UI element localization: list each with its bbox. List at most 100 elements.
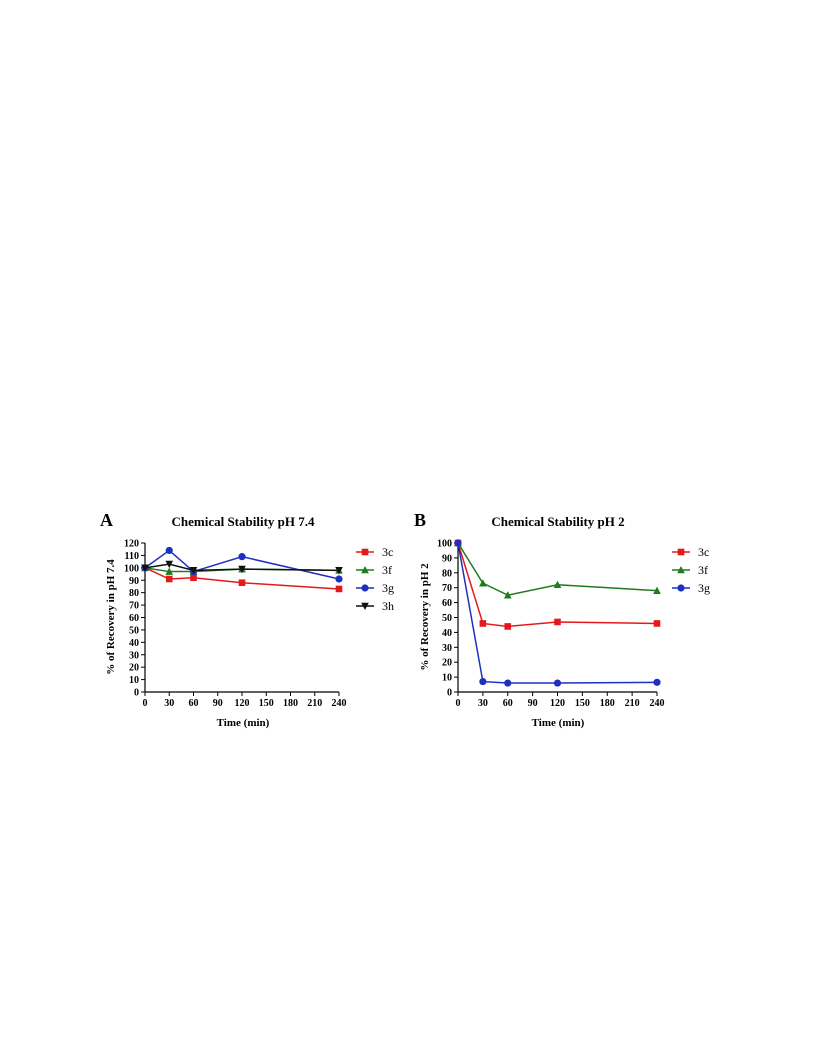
y-tick-label: 50 <box>442 613 452 624</box>
data-point <box>189 567 198 575</box>
data-point <box>504 623 512 630</box>
data-point <box>238 565 246 574</box>
y-tick-label: 10 <box>129 675 139 686</box>
y-tick-label: 20 <box>129 663 139 674</box>
x-tick-label: 180 <box>600 698 615 709</box>
legend-entry: 3g <box>356 581 394 595</box>
x-tick-label: 240 <box>332 698 347 709</box>
y-axis-label: % of Recovery in pH 2 <box>419 563 431 671</box>
legend-entry: 3h <box>356 599 394 613</box>
y-tick-label: 0 <box>134 688 139 699</box>
legend-label: 3h <box>382 599 394 613</box>
x-tick-label: 60 <box>189 698 199 709</box>
y-tick-label: 100 <box>437 539 452 550</box>
panel-letter: B <box>414 510 426 530</box>
y-tick-label: 10 <box>442 673 452 684</box>
data-point <box>141 564 149 572</box>
data-point <box>165 575 173 583</box>
data-point <box>553 580 562 589</box>
panel-letter: A <box>100 510 113 530</box>
legend-entry: 3c <box>356 545 393 559</box>
x-tick-label: 210 <box>307 698 322 709</box>
x-tick-label: 0 <box>143 698 148 709</box>
legend-marker <box>361 602 369 610</box>
x-tick-label: 180 <box>283 698 298 709</box>
x-tick-label: 240 <box>650 698 665 709</box>
legend-label: 3c <box>382 545 393 559</box>
y-tick-label: 40 <box>442 628 452 639</box>
legend-marker <box>361 548 369 556</box>
y-tick-label: 40 <box>129 638 139 649</box>
y-axis-label: % of Recovery in pH 7.4 <box>105 559 117 675</box>
data-point <box>165 567 174 575</box>
y-tick-label: 90 <box>129 576 139 587</box>
data-point <box>479 677 487 686</box>
x-tick-label: 150 <box>575 698 590 709</box>
legend-marker <box>677 548 685 556</box>
legend-marker <box>677 584 685 592</box>
y-tick-label: 0 <box>447 688 452 699</box>
x-axis-label: Time (min) <box>217 717 270 729</box>
x-axis-label: Time (min) <box>532 717 585 729</box>
legend-label: 3g <box>382 581 394 595</box>
chart-title: Chemical Stability pH 2 <box>491 514 624 529</box>
y-tick-label: 80 <box>129 588 139 599</box>
series-3f <box>454 539 661 599</box>
data-point <box>335 567 343 575</box>
data-point <box>165 546 173 555</box>
x-tick-label: 0 <box>456 698 461 709</box>
y-tick-label: 120 <box>124 539 139 550</box>
series-line <box>457 542 658 684</box>
x-tick-label: 120 <box>235 698 250 709</box>
x-tick-label: 30 <box>478 698 488 709</box>
y-tick-label: 30 <box>442 643 452 654</box>
data-point <box>454 539 462 547</box>
y-tick-label: 50 <box>129 625 139 636</box>
series-3g <box>454 539 661 687</box>
data-point <box>653 678 661 686</box>
x-tick-label: 90 <box>213 698 223 709</box>
data-point <box>238 579 246 587</box>
legend-marker <box>361 566 369 574</box>
x-tick-label: 150 <box>259 698 274 709</box>
series-3h <box>141 560 343 575</box>
y-tick-label: 20 <box>442 658 452 669</box>
chart-title: Chemical Stability pH 7.4 <box>171 514 315 529</box>
data-point <box>479 620 487 627</box>
legend-label: 3f <box>698 563 708 577</box>
y-tick-label: 30 <box>129 650 139 661</box>
legend-label: 3c <box>698 545 709 559</box>
data-point <box>653 586 661 594</box>
x-tick-label: 60 <box>503 698 513 709</box>
legend-entry: 3f <box>356 563 392 577</box>
data-point <box>165 560 174 569</box>
legend-label: 3g <box>698 581 710 595</box>
y-tick-label: 110 <box>125 551 139 562</box>
y-tick-label: 70 <box>129 601 139 612</box>
data-point <box>190 574 197 582</box>
legend-entry: 3f <box>672 563 708 577</box>
x-tick-label: 120 <box>550 698 565 709</box>
y-tick-label: 90 <box>442 553 452 564</box>
y-tick-label: 60 <box>442 598 452 609</box>
x-tick-label: 30 <box>164 698 174 709</box>
data-point <box>554 618 561 626</box>
panel-a: A Chemical Stability pH 7.4 Time (min) %… <box>100 510 394 729</box>
y-tick-label: 70 <box>442 583 452 594</box>
y-tick-label: 100 <box>124 563 139 574</box>
legend-label: 3f <box>382 563 392 577</box>
legend-marker <box>677 566 685 574</box>
x-tick-label: 90 <box>528 698 538 709</box>
data-point <box>335 585 343 593</box>
data-point <box>653 620 661 627</box>
x-tick-label: 210 <box>625 698 640 709</box>
data-point <box>479 579 487 587</box>
data-point <box>503 591 512 599</box>
data-point <box>238 553 246 561</box>
data-point <box>553 679 562 687</box>
y-tick-label: 60 <box>129 613 139 624</box>
legend-marker <box>361 584 369 592</box>
legend-entry: 3c <box>672 545 709 559</box>
data-point <box>504 679 512 687</box>
